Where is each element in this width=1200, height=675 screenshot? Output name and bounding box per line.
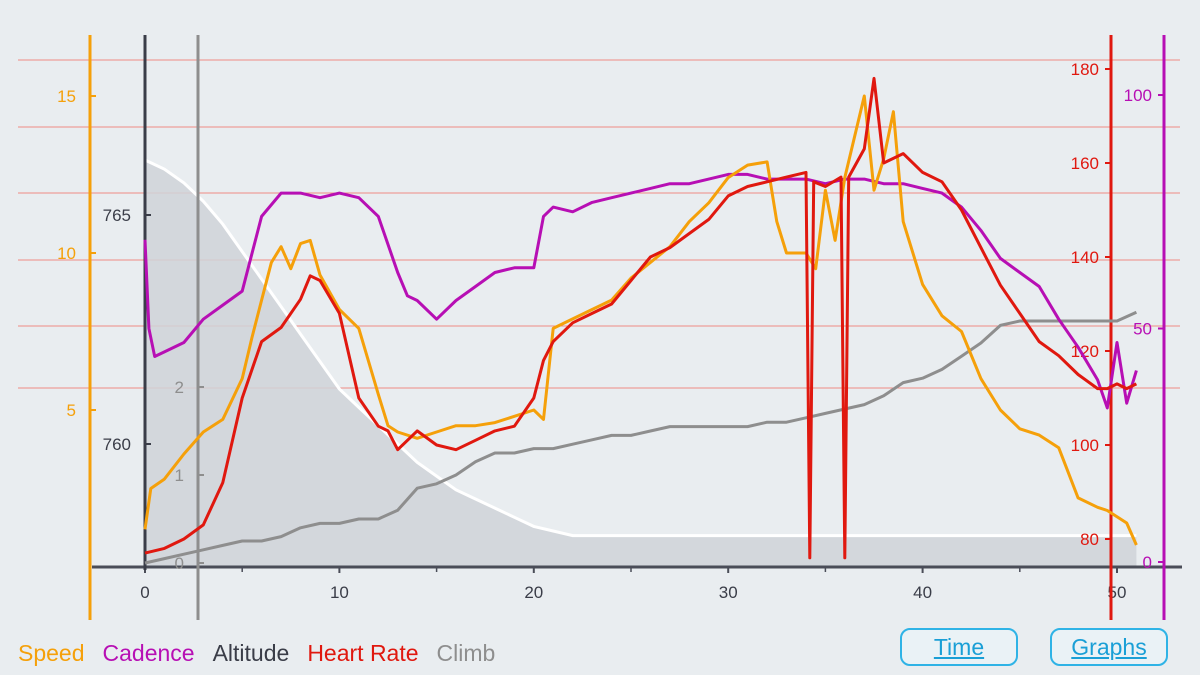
climb-tick-label: 2 bbox=[175, 378, 184, 397]
legend-climb: Climb bbox=[436, 640, 496, 666]
heart_rate-tick-label: 100 bbox=[1071, 436, 1099, 455]
x-tick-label: 40 bbox=[913, 583, 932, 602]
heart_rate-tick-label: 160 bbox=[1071, 154, 1099, 173]
speed-tick-label: 15 bbox=[57, 87, 76, 106]
heart_rate-tick-label: 80 bbox=[1080, 530, 1099, 549]
legend-heart-rate: Heart Rate bbox=[307, 640, 419, 666]
climb-tick-label: 0 bbox=[175, 554, 184, 573]
speed-tick-label: 10 bbox=[57, 244, 76, 263]
altitude-area bbox=[145, 160, 1137, 568]
cadence-line bbox=[143, 172, 1138, 410]
cadence-tick-label: 0 bbox=[1143, 553, 1152, 572]
x-tick-label: 0 bbox=[140, 583, 149, 602]
time-button[interactable]: Time bbox=[900, 628, 1018, 666]
heart-rate-line bbox=[144, 76, 1138, 560]
legend: Speed Cadence Altitude Heart Rate Climb bbox=[18, 640, 495, 667]
altitude-outline bbox=[144, 158, 1137, 538]
legend-cadence: Cadence bbox=[102, 640, 195, 666]
altitude-tick-label: 760 bbox=[103, 435, 131, 454]
x-tick-label: 10 bbox=[330, 583, 349, 602]
cadence-tick-label: 100 bbox=[1124, 86, 1152, 105]
heart_rate-tick-label: 180 bbox=[1071, 60, 1099, 79]
legend-altitude: Altitude bbox=[212, 640, 290, 666]
graphs-button[interactable]: Graphs bbox=[1050, 628, 1168, 666]
altitude-tick-label: 765 bbox=[103, 206, 131, 225]
climb-tick-label: 1 bbox=[175, 466, 184, 485]
heart_rate-tick-label: 140 bbox=[1071, 248, 1099, 267]
series-lines bbox=[143, 76, 1138, 565]
cadence-tick-label: 50 bbox=[1133, 320, 1152, 339]
legend-speed: Speed bbox=[18, 640, 85, 666]
climb-line bbox=[144, 310, 1138, 565]
x-tick-label: 20 bbox=[524, 583, 543, 602]
speed-tick-label: 5 bbox=[67, 401, 76, 420]
x-tick-label: 30 bbox=[719, 583, 738, 602]
